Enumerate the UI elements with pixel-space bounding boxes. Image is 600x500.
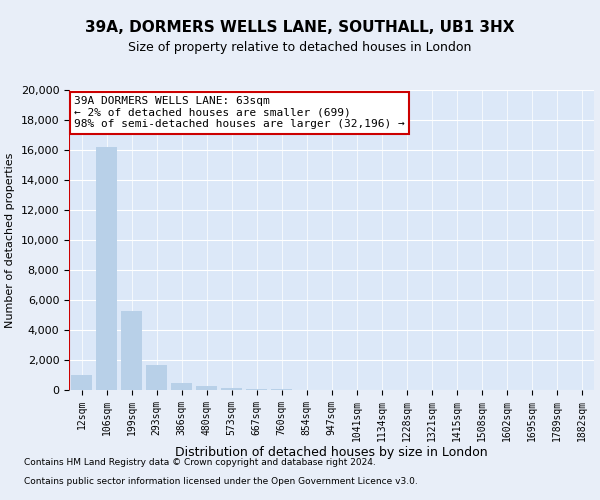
Bar bbox=[71, 375, 92, 390]
Text: Size of property relative to detached houses in London: Size of property relative to detached ho… bbox=[128, 41, 472, 54]
Bar bbox=[221, 388, 242, 390]
Bar bbox=[96, 147, 117, 390]
Text: Contains public sector information licensed under the Open Government Licence v3: Contains public sector information licen… bbox=[24, 476, 418, 486]
Bar bbox=[271, 389, 292, 390]
Text: 39A DORMERS WELLS LANE: 63sqm
← 2% of detached houses are smaller (699)
98% of s: 39A DORMERS WELLS LANE: 63sqm ← 2% of de… bbox=[74, 96, 405, 129]
Bar bbox=[171, 382, 192, 390]
Text: Contains HM Land Registry data © Crown copyright and database right 2024.: Contains HM Land Registry data © Crown c… bbox=[24, 458, 376, 467]
Y-axis label: Number of detached properties: Number of detached properties bbox=[5, 152, 15, 328]
X-axis label: Distribution of detached houses by size in London: Distribution of detached houses by size … bbox=[175, 446, 488, 460]
Bar bbox=[121, 310, 142, 390]
Bar bbox=[146, 364, 167, 390]
Text: 39A, DORMERS WELLS LANE, SOUTHALL, UB1 3HX: 39A, DORMERS WELLS LANE, SOUTHALL, UB1 3… bbox=[85, 20, 515, 35]
Bar bbox=[246, 388, 267, 390]
Bar bbox=[196, 386, 217, 390]
